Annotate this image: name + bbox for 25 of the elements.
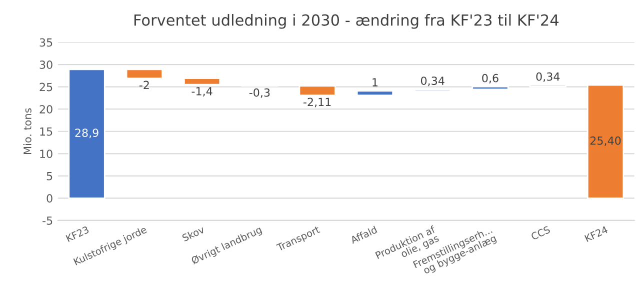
y-tick-label: 10 — [40, 150, 52, 158]
y-tick-label: 0 — [46, 194, 52, 203]
data-label: -2,11 — [304, 98, 331, 108]
y-tick-label: 5 — [46, 172, 52, 180]
y-axis-title: Mio. tons — [23, 108, 32, 154]
x-tick-label: KF23 — [66, 226, 90, 242]
data-label: 1 — [372, 78, 378, 86]
chart-title: Forventet udledning i 2030 - ændring fra KF'23 til KF'24 — [134, 14, 559, 29]
y-tick-label: -5 — [42, 216, 52, 225]
data-label: 28,9 — [75, 128, 98, 138]
data-label: 0,34 — [420, 76, 444, 86]
data-label: -0,3 — [249, 88, 270, 98]
x-tick-label: CCS — [530, 226, 551, 240]
x-tick-label: Skov — [182, 225, 205, 242]
y-tick-label: 25 — [40, 82, 52, 92]
data-label: 0,6 — [482, 74, 498, 84]
data-label: 0,34 — [536, 72, 560, 82]
data-label: -2 — [139, 80, 149, 90]
y-tick-label: 20 — [40, 105, 52, 114]
y-tick-label: 35 — [40, 38, 52, 47]
data-label: 25,40 — [590, 136, 621, 146]
data-label: -1,4 — [192, 87, 212, 97]
y-tick-label: 30 — [40, 60, 52, 69]
x-tick-label: KF24 — [584, 226, 608, 242]
y-tick-label: 15 — [40, 127, 52, 136]
